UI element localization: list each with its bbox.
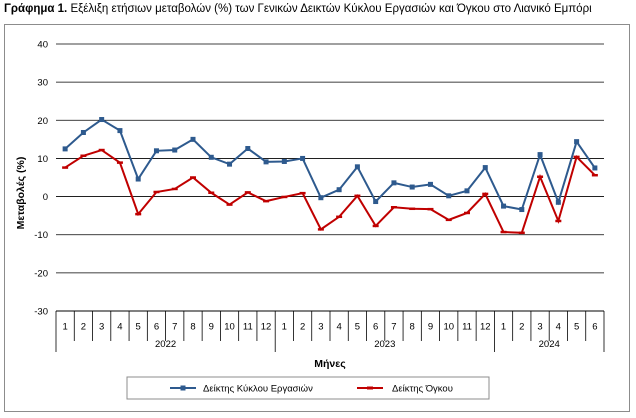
chart-frame: [4, 24, 630, 412]
chart-title: Γράφημα 1. Εξέλιξη ετήσιων μεταβολών (%)…: [4, 3, 636, 15]
data-point: [354, 164, 360, 170]
data-point: [446, 193, 452, 199]
data-point: [300, 155, 306, 161]
data-point: [501, 203, 507, 209]
data-point: [62, 146, 68, 152]
data-point: [519, 207, 525, 213]
x-tick-label: 9: [209, 322, 214, 333]
data-point: [190, 136, 196, 142]
year-label-2023: 2023: [374, 339, 395, 350]
series-2: [62, 148, 598, 235]
x-tick-label: 5: [136, 322, 141, 333]
x-tick-label: 1: [62, 322, 67, 333]
data-point: [574, 139, 580, 145]
data-point: [336, 187, 342, 193]
x-axis-label: Μήνες: [314, 358, 346, 370]
data-point: [80, 129, 86, 135]
series-line: [64, 118, 596, 211]
x-tick-label: 3: [99, 322, 104, 333]
x-axis: 1 2 3 4 5 6 7 8 9 10 11 12 1 2 3 4 5 6 7 8 9 10 11 12 1 2 3 4 5 62022…: [55, 311, 605, 352]
y-tick-label--10: -10: [34, 230, 48, 241]
year-label-2022: 2022: [155, 339, 176, 350]
x-tick-label: 4: [336, 322, 341, 333]
data-point: [153, 148, 159, 154]
series-line: [64, 148, 596, 234]
data-point: [427, 181, 433, 187]
x-tick-label: 5: [355, 322, 360, 333]
data-point: [99, 117, 105, 123]
x-tick-label: 6: [154, 322, 159, 333]
x-tick-label: 3: [318, 322, 323, 333]
x-tick-label: 6: [592, 322, 597, 333]
x-tick-label: 12: [480, 322, 491, 333]
y-tick-label-0: 0: [43, 192, 48, 203]
data-point: [464, 188, 470, 194]
data-point: [117, 128, 123, 134]
data-point: [208, 154, 214, 160]
x-tick-label: 4: [117, 322, 122, 333]
legend-swatch-marker: [180, 385, 186, 391]
data-point: [537, 152, 543, 158]
data-point: [391, 180, 397, 186]
year-label-2024: 2024: [539, 339, 560, 350]
data-point: [482, 165, 488, 171]
y-tick-label--20: -20: [34, 268, 48, 279]
x-tick-label: 2: [300, 322, 305, 333]
x-tick-label: 2: [519, 322, 524, 333]
series-lines: [62, 117, 598, 235]
y-tick-label-30: 30: [37, 78, 48, 89]
data-point: [373, 199, 379, 205]
x-tick-label: 5: [574, 322, 579, 333]
data-point: [227, 161, 233, 167]
legend-label: Δείκτης Όγκου: [392, 384, 453, 395]
x-tick-label: 12: [261, 322, 272, 333]
x-tick-label: 1: [282, 322, 287, 333]
legend-box: [126, 376, 490, 400]
x-tick-label: 7: [391, 322, 396, 333]
data-point: [172, 147, 178, 153]
x-tick-label: 1: [501, 322, 506, 333]
data-point: [263, 159, 269, 165]
y-tick-label-10: 10: [37, 154, 48, 165]
x-tick-label: 9: [428, 322, 433, 333]
x-tick-label: 3: [537, 322, 542, 333]
legend-label: Δείκτης Κύκλου Εργασιών: [203, 384, 313, 395]
x-tick-label: 6: [373, 322, 378, 333]
data-point: [281, 158, 287, 164]
x-tick-label: 10: [224, 322, 235, 333]
x-tick-label: 11: [462, 322, 472, 333]
data-point: [409, 184, 415, 190]
y-tick-label--30: -30: [34, 307, 48, 318]
legend: Δείκτης Κύκλου Εργασιών Δείκτης Όγκου: [126, 376, 490, 400]
y-axis-label: Μεταβολές (%): [15, 157, 27, 230]
data-point: [135, 176, 141, 182]
data-point: [245, 146, 251, 152]
x-tick-label: 8: [190, 322, 195, 333]
y-tick-label-20: 20: [37, 116, 48, 127]
x-tick-label: 11: [243, 322, 253, 333]
x-tick-label: 7: [172, 322, 177, 333]
data-point: [318, 195, 324, 201]
x-tick-label: 2: [81, 322, 86, 333]
y-axis-ticks: -30 -20 -10 0 10 20 30 40: [34, 40, 48, 318]
data-point: [555, 199, 561, 205]
chart-title-text: Εξέλιξη ετήσιων μεταβολών (%) των Γενικώ…: [70, 3, 592, 15]
chart-title-prefix: Γράφημα 1.: [4, 3, 68, 15]
series-1: [62, 117, 598, 213]
x-tick-label: 4: [556, 322, 561, 333]
y-tick-label-40: 40: [37, 40, 48, 51]
data-point: [592, 165, 598, 171]
x-tick-label: 8: [410, 322, 415, 333]
x-tick-label: 10: [443, 322, 454, 333]
